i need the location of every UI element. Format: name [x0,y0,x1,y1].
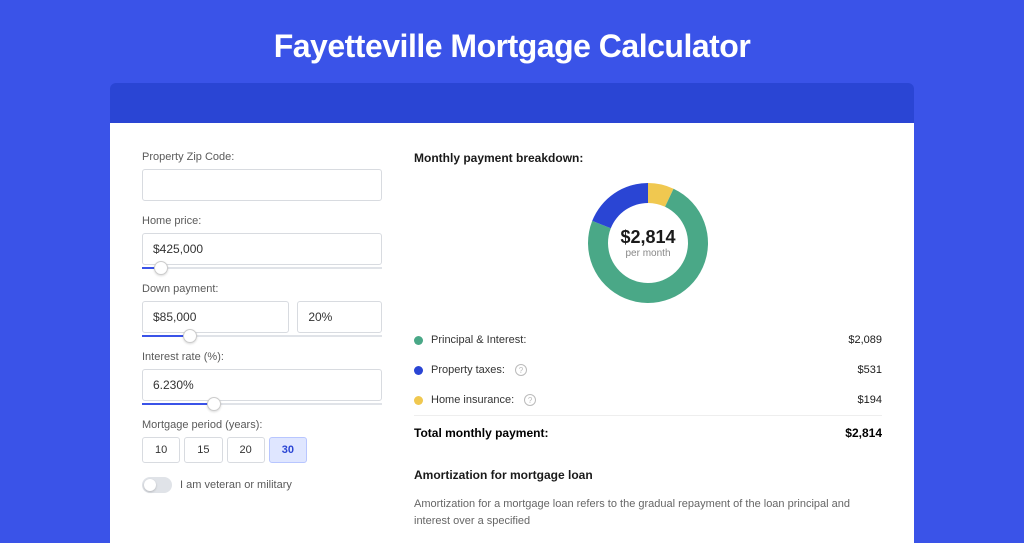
donut-subtitle: per month [620,248,675,259]
legend-value: $194 [858,394,882,406]
zip-group: Property Zip Code: [142,151,382,201]
period-btn-15[interactable]: 15 [184,437,222,463]
help-icon[interactable]: ? [524,394,536,406]
donut-chart: $2,814 per month [584,179,712,307]
legend-dot [414,396,423,405]
amortization-title: Amortization for mortgage loan [414,468,882,482]
page-title: Fayetteville Mortgage Calculator [0,0,1024,83]
price-label: Home price: [142,215,382,227]
period-group: Mortgage period (years): 10152030 [142,419,382,463]
total-row: Total monthly payment: $2,814 [414,415,882,450]
page-root: Fayetteville Mortgage Calculator Propert… [0,0,1024,512]
total-label: Total monthly payment: [414,426,548,440]
price-slider-thumb[interactable] [154,261,168,275]
down-group: Down payment: [142,283,382,337]
down-pct-input[interactable] [297,301,382,333]
zip-label: Property Zip Code: [142,151,382,163]
rate-label: Interest rate (%): [142,351,382,363]
period-btn-20[interactable]: 20 [227,437,265,463]
period-label: Mortgage period (years): [142,419,382,431]
period-btn-30[interactable]: 30 [269,437,307,463]
legend-value: $531 [858,364,882,376]
down-label: Down payment: [142,283,382,295]
calculator-card: Property Zip Code: Home price: Down paym… [110,123,914,543]
help-icon[interactable]: ? [515,364,527,376]
down-amount-input[interactable] [142,301,289,333]
legend-row-1: Property taxes:? $531 [414,355,882,385]
donut-amount: $2,814 [620,227,675,248]
donut-chart-wrap: $2,814 per month [414,179,882,307]
donut-center: $2,814 per month [620,227,675,259]
legend-row-2: Home insurance:? $194 [414,385,882,415]
legend-value: $2,089 [848,334,882,346]
breakdown-title: Monthly payment breakdown: [414,151,882,165]
down-slider[interactable] [142,335,382,337]
veteran-row: I am veteran or military [142,477,382,493]
legend-dot [414,366,423,375]
legend-label: Home insurance: [431,394,514,406]
legend-dot [414,336,423,345]
zip-input[interactable] [142,169,382,201]
legend-row-0: Principal & Interest: $2,089 [414,325,882,355]
breakdown-column: Monthly payment breakdown: $2,814 per mo… [414,151,882,543]
veteran-toggle[interactable] [142,477,172,493]
legend: Principal & Interest: $2,089 Property taxe… [414,325,882,415]
period-btn-10[interactable]: 10 [142,437,180,463]
legend-label: Property taxes: [431,364,505,376]
veteran-label: I am veteran or military [180,479,292,491]
amortization-text: Amortization for a mortgage loan refers … [414,496,882,529]
rate-group: Interest rate (%): [142,351,382,405]
rate-slider-thumb[interactable] [207,397,221,411]
down-slider-thumb[interactable] [183,329,197,343]
form-column: Property Zip Code: Home price: Down paym… [142,151,382,543]
legend-label: Principal & Interest: [431,334,526,346]
rate-input[interactable] [142,369,382,401]
total-value: $2,814 [845,426,882,440]
price-input[interactable] [142,233,382,265]
rate-slider[interactable] [142,403,382,405]
header-bar [110,83,914,123]
price-group: Home price: [142,215,382,269]
price-slider[interactable] [142,267,382,269]
